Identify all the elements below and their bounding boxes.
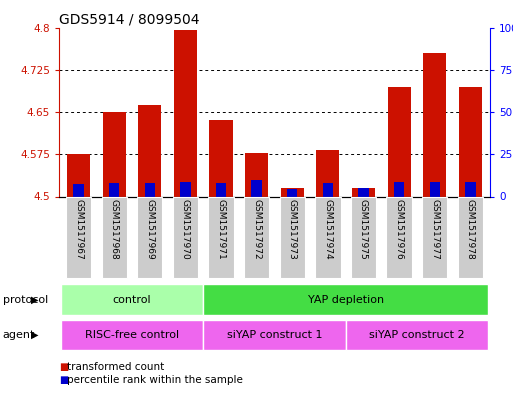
FancyBboxPatch shape <box>137 197 163 278</box>
Bar <box>109 183 120 196</box>
Text: ■: ■ <box>59 375 68 386</box>
Bar <box>145 183 155 196</box>
FancyBboxPatch shape <box>203 284 488 315</box>
Text: GDS5914 / 8099504: GDS5914 / 8099504 <box>59 12 200 26</box>
Bar <box>138 105 162 196</box>
Bar <box>216 183 226 196</box>
FancyBboxPatch shape <box>351 197 376 278</box>
FancyBboxPatch shape <box>173 197 198 278</box>
Bar <box>387 86 411 196</box>
Bar <box>251 180 262 196</box>
Text: control: control <box>113 295 151 305</box>
Bar <box>394 182 404 196</box>
Bar <box>103 112 126 196</box>
FancyBboxPatch shape <box>315 197 341 278</box>
Text: agent: agent <box>3 330 35 340</box>
FancyBboxPatch shape <box>422 197 447 278</box>
Text: GSM1517968: GSM1517968 <box>110 199 119 260</box>
Bar <box>209 121 232 196</box>
Bar <box>67 154 90 196</box>
Bar <box>174 30 197 196</box>
Text: YAP depletion: YAP depletion <box>308 295 384 305</box>
Text: GSM1517967: GSM1517967 <box>74 199 83 260</box>
FancyBboxPatch shape <box>66 197 91 278</box>
Text: GSM1517976: GSM1517976 <box>394 199 404 260</box>
FancyBboxPatch shape <box>386 197 412 278</box>
FancyBboxPatch shape <box>102 197 127 278</box>
Text: GSM1517975: GSM1517975 <box>359 199 368 260</box>
Bar <box>323 183 333 196</box>
Bar <box>281 188 304 196</box>
Text: protocol: protocol <box>3 295 48 305</box>
Text: siYAP construct 2: siYAP construct 2 <box>369 330 465 340</box>
Text: ▶: ▶ <box>31 330 38 340</box>
Text: GSM1517969: GSM1517969 <box>145 199 154 260</box>
FancyBboxPatch shape <box>208 197 234 278</box>
Bar <box>287 189 298 196</box>
Text: RISC-free control: RISC-free control <box>85 330 179 340</box>
FancyBboxPatch shape <box>203 320 346 351</box>
Bar <box>423 53 446 196</box>
Text: GSM1517977: GSM1517977 <box>430 199 439 260</box>
FancyBboxPatch shape <box>280 197 305 278</box>
Text: GSM1517971: GSM1517971 <box>216 199 226 260</box>
Text: transformed count: transformed count <box>67 362 164 372</box>
Bar <box>180 182 191 196</box>
Bar <box>459 86 482 196</box>
FancyBboxPatch shape <box>61 284 203 315</box>
Text: percentile rank within the sample: percentile rank within the sample <box>67 375 243 386</box>
Bar <box>352 188 375 196</box>
Text: ■: ■ <box>59 362 68 372</box>
Text: siYAP construct 1: siYAP construct 1 <box>227 330 322 340</box>
Bar <box>245 152 268 196</box>
Text: GSM1517973: GSM1517973 <box>288 199 297 260</box>
FancyBboxPatch shape <box>244 197 269 278</box>
Text: ▶: ▶ <box>31 295 38 305</box>
Bar <box>317 150 340 196</box>
FancyBboxPatch shape <box>61 320 203 351</box>
Text: GSM1517974: GSM1517974 <box>323 199 332 260</box>
FancyBboxPatch shape <box>346 320 488 351</box>
Bar <box>465 182 476 196</box>
Bar <box>73 184 84 196</box>
FancyBboxPatch shape <box>458 197 483 278</box>
Text: GSM1517978: GSM1517978 <box>466 199 475 260</box>
Text: GSM1517970: GSM1517970 <box>181 199 190 260</box>
Text: GSM1517972: GSM1517972 <box>252 199 261 260</box>
Bar <box>358 188 369 196</box>
Bar <box>429 182 440 196</box>
